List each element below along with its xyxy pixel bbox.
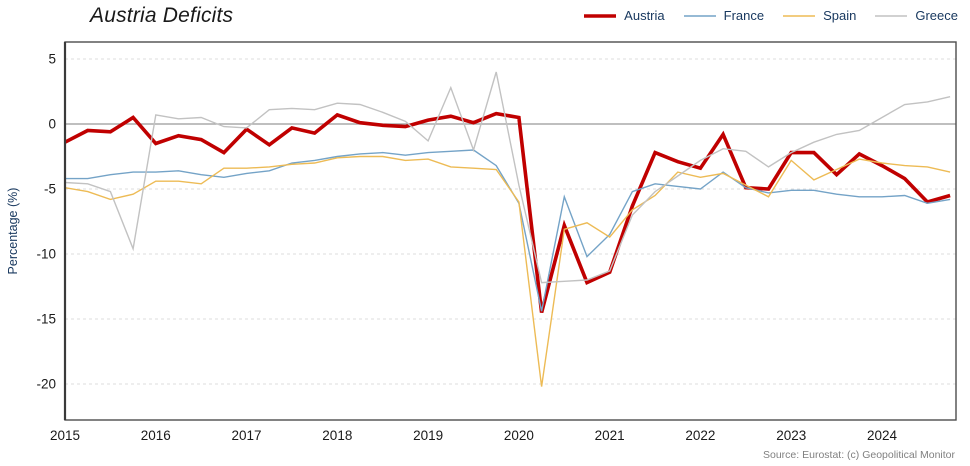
legend-line-swatch-icon: [783, 14, 816, 17]
legend-item-austria: Austria: [583, 8, 665, 23]
legend-line-swatch-icon: [584, 13, 617, 18]
x-tick-label: 2015: [50, 428, 80, 443]
x-tick-label: 2016: [141, 428, 171, 443]
y-tick-label: 0: [48, 117, 56, 132]
plot-frame: [64, 41, 957, 421]
source-attribution: Source: Eurostat: (c) Geopolitical Monit…: [763, 449, 955, 461]
y-tick-label: -20: [36, 377, 56, 392]
legend-item-greece: Greece: [874, 8, 958, 23]
y-axis-title: Percentage (%): [6, 187, 20, 275]
legend-label: Spain: [823, 8, 857, 23]
chart-title: Austria Deficits: [90, 4, 234, 27]
gridlines: [65, 58, 956, 385]
series-line-greece: [64, 71, 951, 284]
legend-item-spain: Spain: [782, 8, 856, 23]
legend-label: Austria: [624, 8, 665, 23]
x-tick-label: 2023: [776, 428, 806, 443]
y-tick-label: -5: [44, 182, 56, 197]
x-tick-label: 2019: [413, 428, 443, 443]
y-tick-label: -10: [36, 247, 56, 262]
legend-label: Greece: [915, 8, 958, 23]
y-tick-label: -15: [36, 312, 56, 327]
legend-line-swatch-icon: [683, 14, 716, 17]
chart-legend: Austria France Spain Greece: [583, 8, 958, 23]
series-line-spain: [64, 155, 951, 387]
series-lines: [64, 71, 951, 387]
series-line-france: [65, 149, 951, 312]
legend-line-swatch-icon: [875, 14, 908, 17]
legend-label: France: [723, 8, 765, 23]
y-axis-tick-labels: 5 0 -5 -10 -15 -20: [36, 52, 56, 392]
x-tick-label: 2017: [232, 428, 262, 443]
x-tick-label: 2022: [685, 428, 715, 443]
x-tick-label: 2021: [595, 428, 625, 443]
x-tick-label: 2018: [322, 428, 352, 443]
x-tick-label: 2020: [504, 428, 534, 443]
x-axis-tick-labels: 2015 2016 2017 2018 2019 2020 2021 2022 2023 2024: [50, 428, 898, 443]
series-line-austria: [64, 111, 951, 313]
legend-item-france: France: [683, 8, 764, 23]
y-tick-label: 5: [48, 52, 56, 67]
x-tick-label: 2024: [867, 428, 898, 443]
